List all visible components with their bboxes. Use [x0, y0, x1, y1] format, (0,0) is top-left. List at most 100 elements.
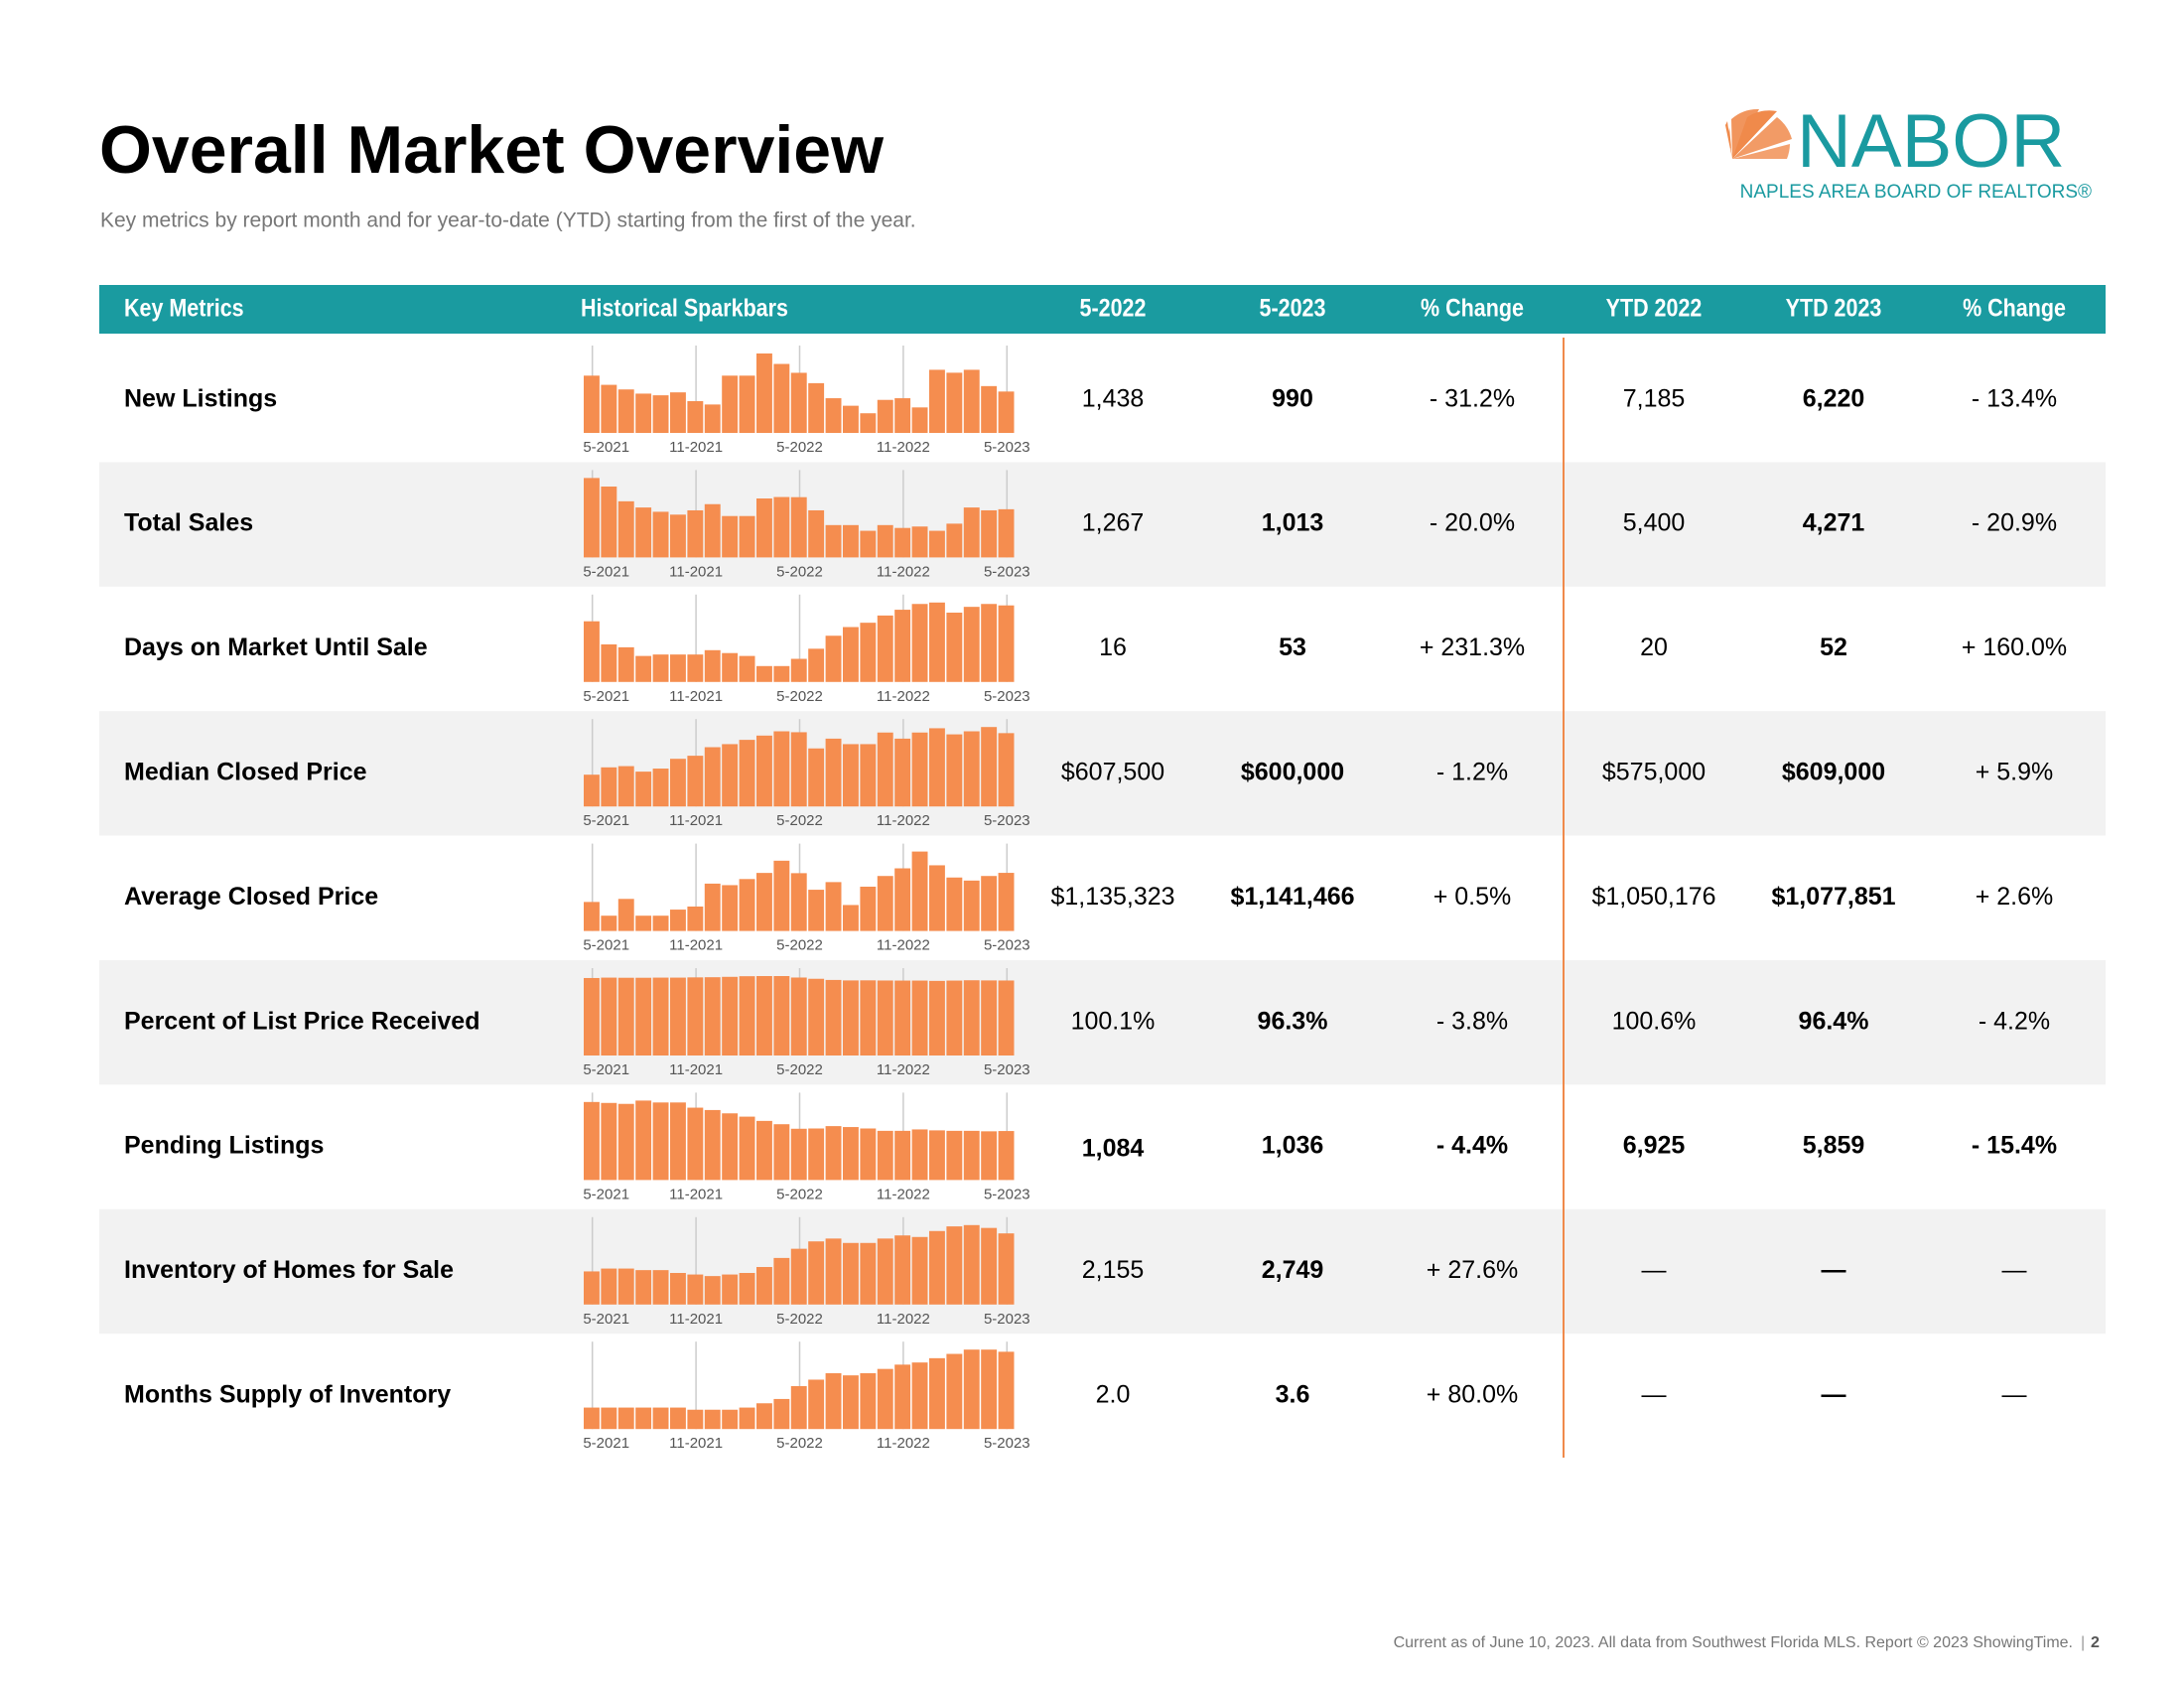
spark-bar: [756, 497, 772, 558]
spark-bar: [652, 654, 669, 682]
spark-bar: [773, 496, 790, 558]
spark-bar: [704, 404, 721, 433]
spark-bar: [722, 1113, 739, 1181]
spark-bar: [739, 1407, 755, 1430]
spark-bar: [773, 363, 790, 433]
spark-bar: [704, 977, 721, 1055]
spark-bar: [584, 977, 600, 1055]
cell-value: 1,036: [1262, 1132, 1324, 1160]
spark-bar: [894, 398, 911, 433]
spark-bar: [670, 1273, 686, 1305]
spark-bar: [946, 523, 963, 558]
spark-bar: [722, 744, 739, 807]
spark-bar: [584, 621, 600, 682]
spark-bar: [722, 885, 739, 931]
spark-bar: [843, 1242, 859, 1305]
spark-bar: [860, 623, 877, 682]
spark-label: 5-2021: [583, 1311, 629, 1328]
cell-value: 96.3%: [1258, 1007, 1328, 1035]
spark-bar: [617, 646, 634, 682]
spark-label: 5-2021: [583, 688, 629, 705]
spark-bar: [601, 1407, 617, 1430]
spark-bar: [687, 756, 704, 807]
cell-value: + 160.0%: [1962, 633, 2067, 661]
spark-bar: [843, 524, 859, 558]
spark-bar: [756, 976, 772, 1055]
spark-bar: [601, 767, 617, 807]
spark-bar: [739, 1273, 755, 1305]
spark-label: 5-2021: [583, 1061, 629, 1078]
spark-bar: [998, 1233, 1015, 1305]
row-shade: [99, 462, 2106, 587]
spark-bar: [790, 1128, 807, 1181]
column-header: YTD 2023: [1786, 294, 1882, 322]
spark-bar: [825, 635, 842, 682]
spark-label: 5-2023: [984, 1186, 1030, 1202]
spark-bar: [704, 1409, 721, 1430]
metric-label: Median Closed Price: [124, 759, 367, 786]
cell-value: —: [1642, 1256, 1667, 1284]
spark-label: 5-2022: [776, 1186, 823, 1202]
spark-bar: [722, 515, 739, 558]
spark-bar: [687, 1107, 704, 1181]
spark-label: 5-2022: [776, 1061, 823, 1078]
spark-bar: [687, 1274, 704, 1305]
cell-value: - 4.2%: [1979, 1007, 2050, 1035]
header-bar: [99, 285, 2106, 334]
spark-label: 5-2023: [984, 688, 1030, 705]
spark-bar: [617, 766, 634, 807]
spark-bar: [825, 882, 842, 931]
metric-label: Inventory of Homes for Sale: [124, 1256, 454, 1284]
metric-label: Months Supply of Inventory: [124, 1381, 451, 1409]
spark-bar: [687, 509, 704, 558]
title: Overall Market Overview: [99, 112, 885, 188]
cell-value: 2,155: [1082, 1256, 1145, 1284]
spark-bar: [704, 1276, 721, 1305]
spark-bar: [877, 732, 893, 807]
spark-bar: [670, 759, 686, 807]
spark-bar: [773, 1398, 790, 1430]
spark-bar: [756, 873, 772, 931]
spark-bar: [617, 500, 634, 558]
spark-label: 5-2023: [984, 439, 1030, 456]
spark-bar: [584, 902, 600, 931]
row-shade: [99, 711, 2106, 836]
spark-bar: [929, 1357, 945, 1430]
spark-bar: [756, 353, 772, 433]
logo-tagline: NAPLES AREA BOARD OF REALTORS®: [1740, 182, 2092, 203]
column-header: Historical Sparkbars: [581, 294, 788, 322]
spark-bar: [963, 880, 980, 931]
cell-value: + 27.6%: [1427, 1256, 1518, 1284]
spark-bar: [687, 906, 704, 931]
spark-bar: [860, 413, 877, 433]
spark-bar: [963, 369, 980, 433]
spark-bar: [739, 515, 755, 558]
spark-bar: [756, 735, 772, 807]
spark-bar: [963, 1224, 980, 1305]
spark-bar: [963, 507, 980, 558]
spark-bar: [584, 1271, 600, 1305]
cell-value: $609,000: [1782, 759, 1885, 786]
cell-value: - 20.0%: [1430, 509, 1515, 537]
spark-bar: [998, 605, 1015, 682]
spark-bar: [790, 1248, 807, 1305]
spark-bar: [617, 1268, 634, 1305]
cell-value: —: [2002, 1256, 2027, 1284]
spark-bar: [635, 772, 652, 807]
spark-bar: [894, 868, 911, 931]
spark-bar: [652, 1407, 669, 1430]
spark-bar: [894, 738, 911, 807]
cell-value: 1,438: [1082, 384, 1145, 412]
spark-bar: [946, 1226, 963, 1305]
spark-bar: [652, 1102, 669, 1181]
cell-value: 20: [1640, 633, 1668, 661]
spark-bar: [963, 607, 980, 682]
cell-value: 5,400: [1623, 509, 1686, 537]
spark-bar: [911, 1129, 928, 1181]
spark-bar: [704, 883, 721, 931]
spark-bar: [790, 732, 807, 807]
spark-bar: [929, 530, 945, 558]
spark-bar: [946, 734, 963, 807]
spark-bar: [635, 977, 652, 1055]
